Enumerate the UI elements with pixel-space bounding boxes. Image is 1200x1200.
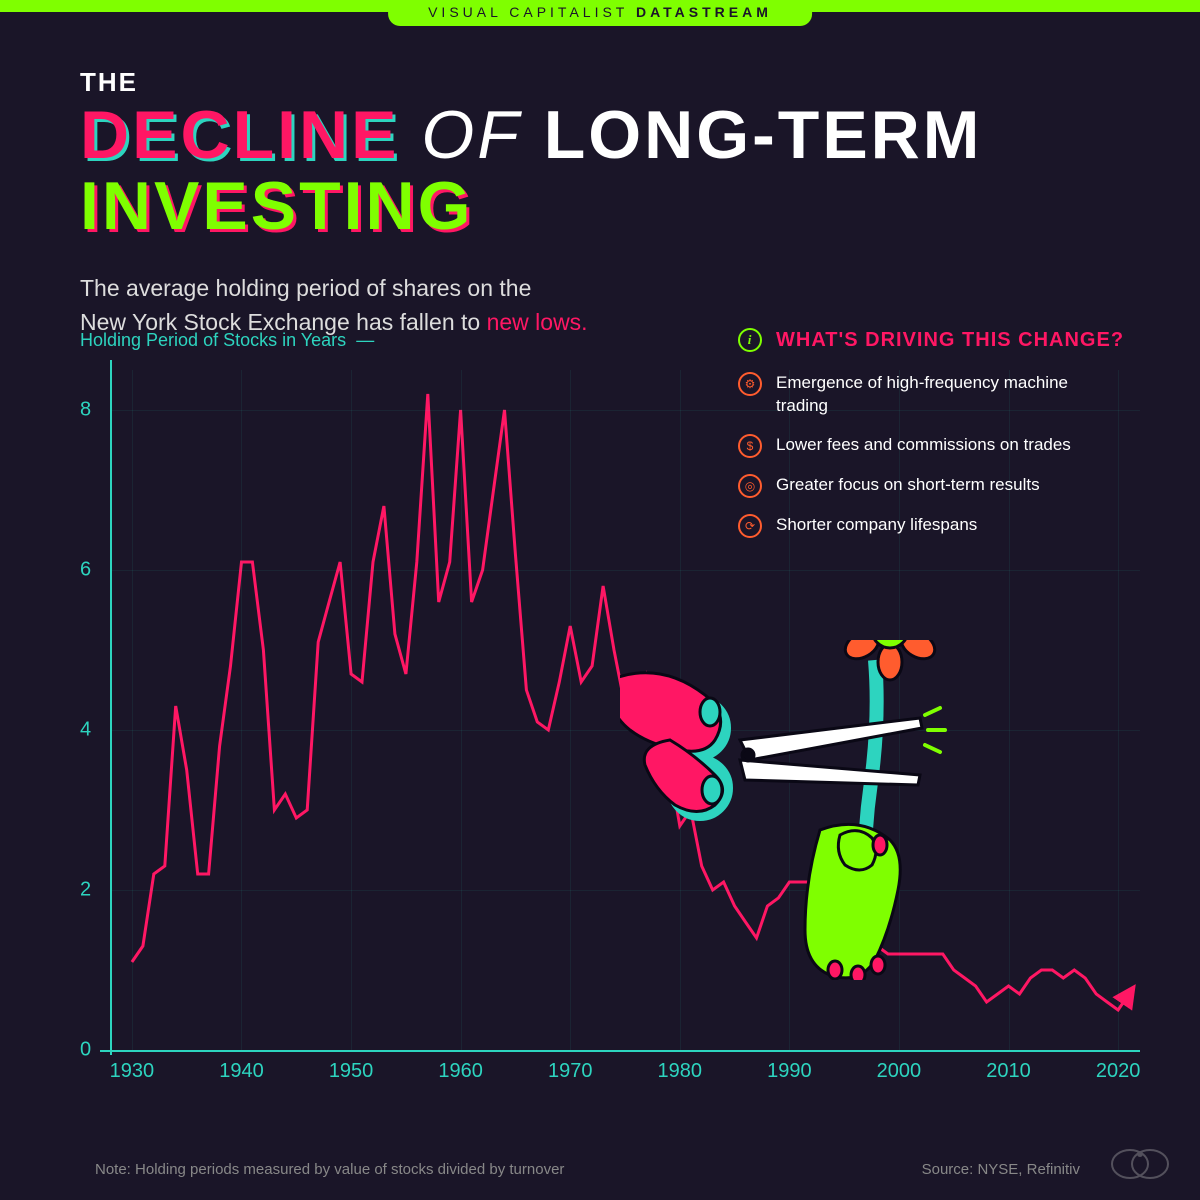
x-tick: 1950 [329, 1060, 374, 1083]
y-tick: 2 [80, 879, 102, 902]
subtitle-line1: The average holding period of shares on … [80, 275, 531, 301]
title-investing: INVESTING [80, 168, 474, 244]
x-tick: 2010 [986, 1060, 1031, 1083]
title-of: OF [421, 97, 521, 173]
gear-icon: ⚙ [738, 372, 762, 396]
info-item: ⟳ Shorter company lifespans [738, 514, 1138, 538]
info-item-text: Greater focus on short-term results [776, 474, 1040, 497]
x-tick: 2000 [877, 1060, 922, 1083]
x-tick: 1940 [219, 1060, 264, 1083]
vc-logo-icon [1110, 1144, 1170, 1184]
info-item-text: Emergence of high-frequency machine trad… [776, 372, 1086, 418]
y-tick: 4 [80, 719, 102, 742]
x-tick: 2020 [1096, 1060, 1141, 1083]
grid-line-h [110, 730, 1140, 731]
y-tick: 8 [80, 399, 102, 422]
cycle-icon: ⟳ [738, 514, 762, 538]
brand-badge: VISUAL CAPITALIST DATASTREAM [388, 0, 812, 26]
grid-line-v [570, 370, 571, 1050]
footer-note: Note: Holding periods measured by value … [95, 1161, 564, 1178]
info-item: ⚙ Emergence of high-frequency machine tra… [738, 372, 1138, 418]
x-tick: 1980 [658, 1060, 703, 1083]
info-panel: i WHAT'S DRIVING THIS CHANGE? ⚙ Emergence… [738, 328, 1138, 554]
target-icon: ◎ [738, 474, 762, 498]
title-longterm: LONG-TERM [544, 97, 983, 173]
y-tick: 6 [80, 559, 102, 582]
info-item: $ Lower fees and commissions on trades [738, 434, 1138, 458]
title-main: DECLINE OF LONG-TERM INVESTING [80, 100, 1120, 243]
title-block: THE DECLINE OF LONG-TERM INVESTING The a… [0, 12, 1200, 340]
brand-light: VISUAL CAPITALIST [428, 4, 628, 20]
y-tick: 0 [80, 1039, 102, 1062]
title-decline: DECLINE [80, 97, 399, 173]
footer-source: Source: NYSE, Refinitiv [922, 1161, 1080, 1178]
grid-line-v [241, 370, 242, 1050]
grid-line-v [461, 370, 462, 1050]
info-item-text: Lower fees and commissions on trades [776, 434, 1071, 457]
x-tick: 1960 [438, 1060, 483, 1083]
grid-line-v [351, 370, 352, 1050]
info-title-text: WHAT'S DRIVING THIS CHANGE? [776, 329, 1124, 352]
x-tick: 1970 [548, 1060, 593, 1083]
x-tick: 1930 [110, 1060, 155, 1083]
info-icon: i [738, 328, 762, 352]
title-the: THE [80, 67, 1120, 98]
grid-line-h [110, 890, 1140, 891]
grid-line-v [680, 370, 681, 1050]
grid-line-h [110, 1050, 1140, 1051]
grid-line-h [110, 570, 1140, 571]
brand-bold: DATASTREAM [636, 4, 772, 20]
grid-line-v [132, 370, 133, 1050]
info-item: ◎ Greater focus on short-term results [738, 474, 1138, 498]
x-tick: 1990 [767, 1060, 812, 1083]
dollar-icon: $ [738, 434, 762, 458]
info-title-row: i WHAT'S DRIVING THIS CHANGE? [738, 328, 1138, 352]
info-item-text: Shorter company lifespans [776, 514, 977, 537]
